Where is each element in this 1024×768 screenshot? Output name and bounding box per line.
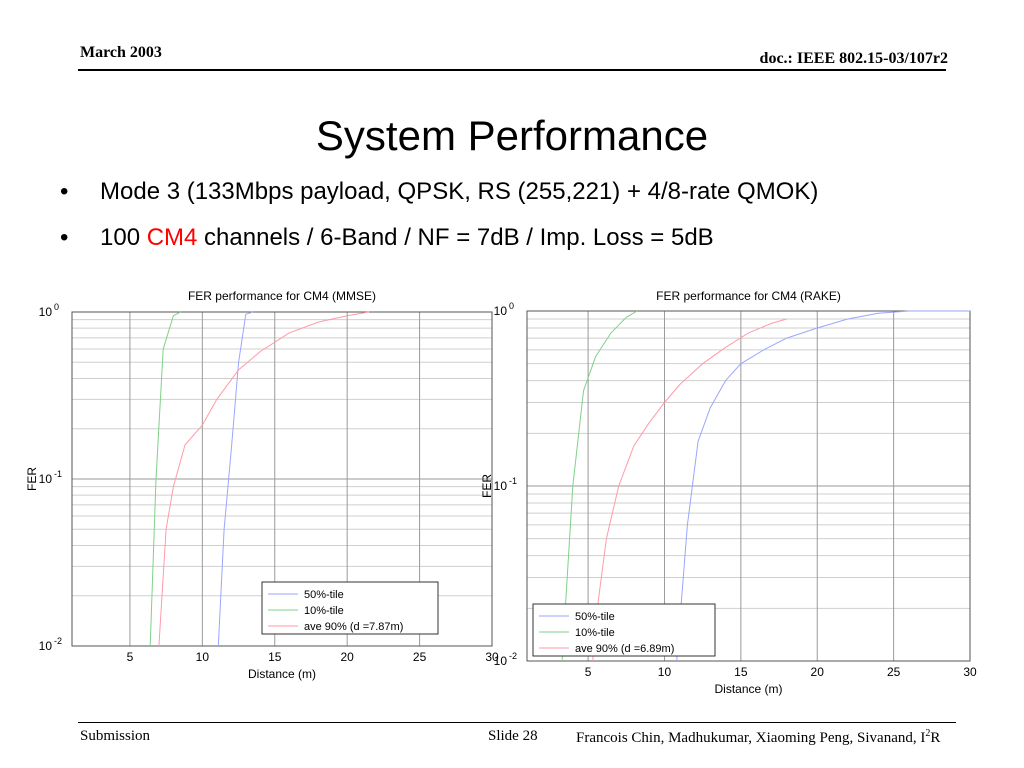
x-axis-label: Distance (m) (714, 682, 782, 696)
plot-frame (526, 310, 971, 662)
x-tick-label: 20 (811, 665, 825, 679)
legend-label-2: ave 90% (d =7.87m) (304, 621, 403, 633)
y-tick-exponent: -2 (509, 651, 517, 661)
series-line-2 (592, 318, 787, 662)
x-tick-label: 30 (963, 665, 977, 679)
x-axis-label: Distance (m) (248, 667, 316, 681)
x-tick-label: 25 (887, 665, 901, 679)
y-tick-label: 10 (494, 479, 508, 493)
y-tick-label: 10 (494, 304, 508, 318)
header-date: March 2003 (80, 44, 162, 61)
series-line-0 (676, 310, 970, 662)
y-tick-exponent: -1 (509, 476, 517, 486)
header-doc-id: doc.: IEEE 802.15-03/107r2 (759, 50, 948, 67)
y-tick-label: 10 (39, 472, 53, 486)
x-tick-label: 15 (268, 650, 282, 664)
y-tick-exponent: -2 (54, 636, 62, 646)
x-tick-label: 10 (196, 650, 210, 664)
series-line-2 (158, 311, 369, 647)
chart-rake: FER performance for CM4 (RAKE) 5 10 15 20 25 3… (480, 289, 977, 696)
bullet-prefix: 100 (100, 224, 147, 251)
y-tick-label: 10 (494, 654, 508, 668)
bullet-suffix: channels / 6-Band / NF = 7dB / Imp. Loss… (197, 224, 714, 251)
series-line-0 (217, 311, 254, 647)
bullet-dot: • (60, 224, 69, 251)
bullet-text: Mode 3 (133Mbps payload, QPSK, RS (255,2… (100, 178, 819, 205)
footer-authors-text: Francois Chin, Madhukumar, Xiaoming Peng… (576, 730, 926, 746)
y-tick-base: 10 (39, 639, 53, 653)
x-tick-label: 5 (127, 650, 134, 664)
chart-title: FER performance for CM4 (MMSE) (188, 289, 376, 303)
x-tick-label: 10 (658, 665, 672, 679)
chart-title: FER performance for CM4 (RAKE) (656, 289, 841, 303)
legend-label-1: 10%-tile (575, 627, 615, 639)
plot-frame (71, 311, 493, 647)
header-rule (78, 69, 946, 71)
footer-rule (78, 722, 956, 723)
footer-authors-tail: R (930, 730, 941, 746)
x-tick-label: 20 (340, 650, 354, 664)
x-tick-label: 30 (485, 650, 499, 664)
y-tick-label: 10 (39, 639, 53, 653)
footer-slide-number: Slide 28 (488, 728, 538, 744)
x-tick-label: 25 (413, 650, 427, 664)
legend-box (261, 581, 439, 635)
footer-authors: Francois Chin, Madhukumar, Xiaoming Peng… (576, 728, 940, 747)
y-tick-label: 10 (39, 305, 53, 319)
y-tick-exponent: 0 (509, 301, 514, 311)
legend-label-1: 10%-tile (304, 605, 344, 617)
y-tick-exponent: 0 (54, 302, 59, 312)
bullet-list: • Mode 3 (133Mbps payload, QPSK, RS (255… (60, 172, 818, 264)
y-tick-base: 10 (494, 304, 508, 318)
chart-mmse: FER performance for CM4 (MMSE) 5 10 15 20 25 3… (25, 289, 499, 681)
bullet-item-channels: • 100 CM4 channels / 6-Band / NF = 7dB /… (60, 218, 818, 264)
legend-label-0: 50%-tile (304, 589, 344, 601)
x-tick-label: 5 (585, 665, 592, 679)
y-axis-label: FER (480, 474, 494, 498)
y-axis-label: FER (25, 467, 39, 491)
y-tick-base: 10 (39, 472, 53, 486)
series-line-1 (149, 311, 181, 647)
bullet-highlight: CM4 (146, 224, 198, 251)
x-tick-label: 15 (734, 665, 748, 679)
legend-box (532, 603, 716, 657)
slide-title: System Performance (315, 112, 709, 159)
footer-submission: Submission (80, 728, 151, 744)
footer-authors-sup: 2 (925, 728, 931, 739)
y-tick-base: 10 (494, 654, 508, 668)
bullet-item-mode: • Mode 3 (133Mbps payload, QPSK, RS (255… (60, 172, 818, 218)
y-tick-base: 10 (494, 479, 508, 493)
legend-label-0: 50%-tile (575, 611, 615, 623)
y-tick-base: 10 (39, 305, 53, 319)
y-tick-exponent: -1 (54, 469, 62, 479)
bullet-dot: • (60, 178, 69, 205)
legend-label-2: ave 90% (d =6.89m) (575, 643, 674, 655)
series-line-1 (561, 310, 638, 662)
